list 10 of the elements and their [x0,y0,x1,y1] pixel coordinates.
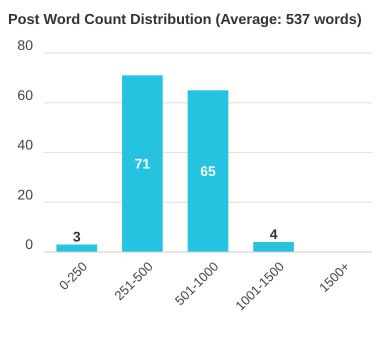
data-label: 3 [72,228,81,244]
y-tick-label: 20 [17,186,34,202]
data-label: 65 [200,163,216,180]
y-tick-label: 0 [25,236,34,252]
y-tick-label: 40 [17,136,34,153]
y-tick-label: 80 [17,37,34,54]
data-label: 71 [134,156,150,172]
y-tick-label: 60 [17,86,34,103]
data-label: 4 [270,226,278,242]
chart-title: Post Word Count Distribution (Average: 537 words) [8,12,362,28]
